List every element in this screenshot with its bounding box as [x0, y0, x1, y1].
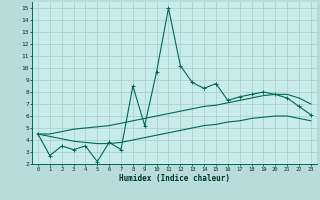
X-axis label: Humidex (Indice chaleur): Humidex (Indice chaleur) — [119, 174, 230, 183]
